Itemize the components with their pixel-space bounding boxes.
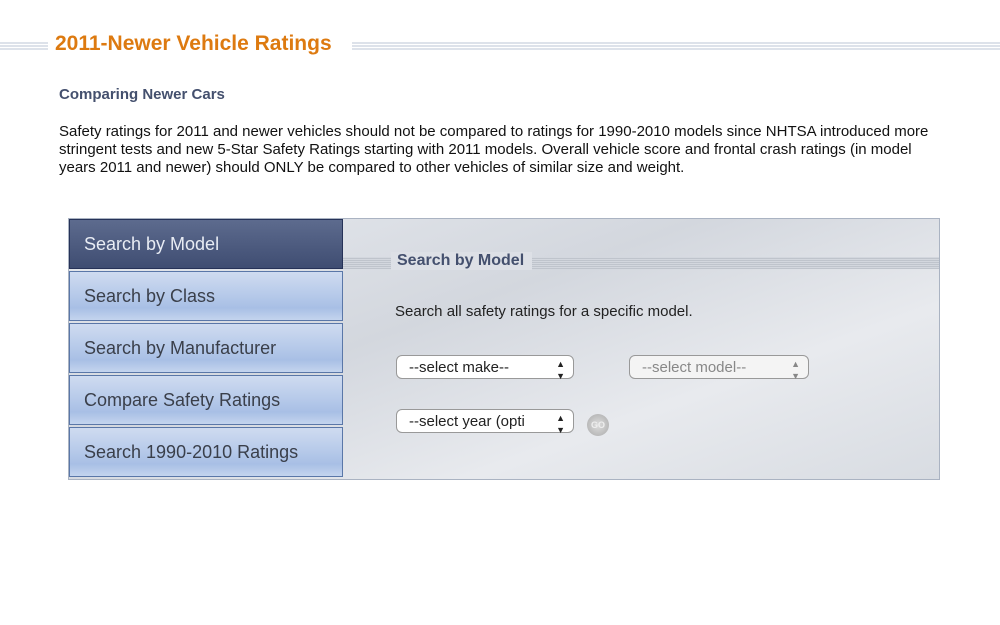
nav-search-by-manufacturer[interactable]: Search by Manufacturer — [69, 323, 343, 373]
nav-search-1990-2010[interactable]: Search 1990-2010 Ratings — [69, 427, 343, 477]
chevron-updown-icon: ▲ ▼ — [556, 413, 565, 435]
chevron-updown-icon: ▲ ▼ — [556, 359, 565, 381]
model-select[interactable]: --select model-- ▲ ▼ — [629, 355, 809, 381]
header-rule — [0, 41, 48, 50]
go-button[interactable]: GO — [587, 414, 609, 436]
year-select[interactable]: --select year (opti ▲ ▼ — [396, 409, 574, 435]
nav-search-by-class[interactable]: Search by Class — [69, 271, 343, 321]
nav-compare-safety-ratings[interactable]: Compare Safety Ratings — [69, 375, 343, 425]
nav-search-by-model[interactable]: Search by Model — [69, 219, 343, 269]
search-nav: Search by Model Search by Class Search b… — [69, 219, 343, 479]
model-value: --select model-- — [642, 359, 747, 376]
panel-title: Search by Model — [391, 252, 533, 270]
make-value: --select make-- — [409, 359, 510, 376]
chevron-updown-icon: ▲ ▼ — [791, 359, 800, 381]
search-panel: Search by Model Search by Class Search b… — [68, 218, 940, 480]
year-value: --select year (opti — [409, 413, 525, 430]
section-subtitle: Comparing Newer Cars — [59, 86, 225, 103]
intro-paragraph: Safety ratings for 2011 and newer vehicl… — [59, 123, 929, 176]
page-title: 2011-Newer Vehicle Ratings — [55, 32, 332, 55]
panel-title-rule: Search by Model — [343, 252, 939, 270]
header-rule — [352, 41, 1000, 50]
panel-description: Search all safety ratings for a specific… — [395, 303, 693, 320]
make-select[interactable]: --select make-- ▲ ▼ — [396, 355, 574, 381]
